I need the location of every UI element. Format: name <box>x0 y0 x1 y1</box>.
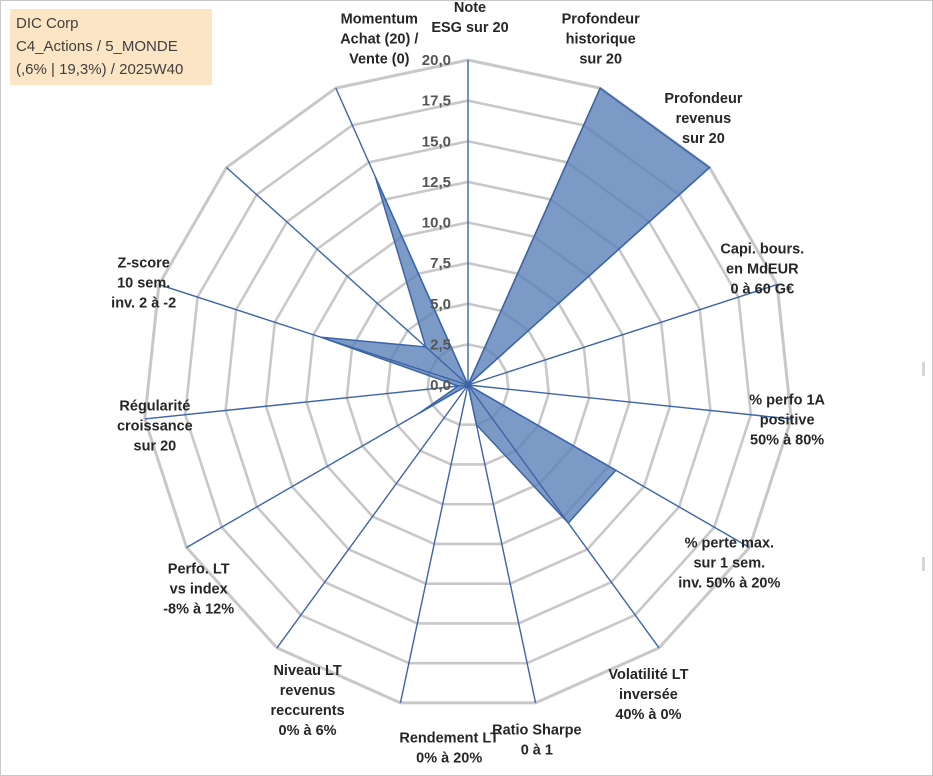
axis-label-line: positive <box>760 413 815 429</box>
tick-label: 2,5 <box>430 336 451 353</box>
axis-label-line: % perfo 1A <box>749 393 825 409</box>
axis-label-line: sur 20 <box>579 51 622 67</box>
axis-label-line: inv. 50% à 20% <box>678 576 780 592</box>
axis-label-line: Profondeur <box>562 11 640 27</box>
category-path: C4_Actions / 5_MONDE <box>16 38 178 55</box>
axis-label-line: 10 sem. <box>117 276 170 292</box>
axis-spoke <box>467 384 750 549</box>
axis-spoke <box>186 384 469 549</box>
axis-label-line: en MdEUR <box>726 262 799 278</box>
axis-label-line: 40% à 0% <box>615 707 681 723</box>
axis-label: Note ESG sur 20 <box>431 0 508 36</box>
tick-label: 12,5 <box>422 174 451 191</box>
tick-label: 10,0 <box>422 215 451 232</box>
axis-label-line: sur 20 <box>682 131 725 147</box>
axis-label: Momentum Achat (20) / Vente (0) <box>340 11 418 67</box>
axis-spoke <box>467 384 660 649</box>
tick-label: 0,0 <box>430 377 451 394</box>
axis-label: Perfo. LT vs index -8% à 12% <box>163 562 234 618</box>
axis-spoke <box>467 87 601 386</box>
axis-label-line: vs index <box>170 582 228 598</box>
axis-label-line: Profondeur <box>664 91 742 107</box>
tick-label: 17,5 <box>422 93 451 110</box>
stats-line: (,6% | 19,3%) / 2025W40 <box>16 61 184 78</box>
axis-spoke <box>276 384 469 649</box>
axis-label-line: Capi. bours. <box>720 242 804 258</box>
axis-spoke <box>144 384 469 420</box>
grid-ring <box>183 99 753 665</box>
axis-label-line: % perte max. <box>685 536 774 552</box>
axis-label-line: 0% à 20% <box>416 751 482 767</box>
axis-label: % perfo 1A positive 50% à 80% <box>749 393 825 449</box>
axis-label-line: 0% à 6% <box>279 723 337 739</box>
axis-label-line: sur 1 sem. <box>693 556 765 572</box>
axis-label-line: -8% à 12% <box>163 602 234 618</box>
scrollbar-mark <box>922 557 925 571</box>
axis-label-line: Z-score <box>117 256 169 272</box>
tick-label: 5,0 <box>430 296 451 313</box>
axis-label: % perte max. sur 1 sem. inv. 50% à 20% <box>678 536 780 592</box>
axis-label: Capi. bours. en MdEUR 0 à 60 G€ <box>720 242 804 298</box>
axis-label-line: Régularité <box>119 399 190 415</box>
axis-label-line: Momentum <box>341 11 418 27</box>
grid-ring <box>305 221 631 546</box>
axis-label-line: Volatilité LT <box>608 667 688 683</box>
axis-label: Volatilité LT inversée 40% à 0% <box>608 667 688 723</box>
scrollbar[interactable] <box>919 0 931 774</box>
axis-label-line: inv. 2 à -2 <box>111 296 176 312</box>
axis-spoke <box>158 283 469 386</box>
axis-label-line: 0 à 60 G€ <box>730 282 794 298</box>
tick-label: 20,0 <box>422 52 451 69</box>
axis-spoke <box>467 167 710 386</box>
axis-label: Niveau LT revenus reccurents 0% à 6% <box>270 663 344 739</box>
axis-label-line: Niveau LT <box>273 663 341 679</box>
grid-ring <box>224 139 712 625</box>
axis-label: Ratio Sharpe 0 à 1 <box>492 723 581 759</box>
axis-label-line: Perfo. LT <box>168 562 230 578</box>
axis-label-line: historique <box>566 31 636 47</box>
axis-label-line: Achat (20) / <box>340 31 418 47</box>
grid-ring <box>264 180 672 585</box>
axis-label-line: Ratio Sharpe <box>492 723 581 739</box>
axis-label-line: inversée <box>619 687 678 703</box>
axis-spoke <box>467 384 792 420</box>
axis-label-line: Rendement LT <box>399 731 499 747</box>
axis-label: Profondeur historique sur 20 <box>562 11 640 67</box>
axis-label-line: Vente (0) <box>349 51 410 67</box>
axis-spoke <box>467 384 537 704</box>
company-name: DIC Corp <box>16 15 79 32</box>
axis-label: Régularité croissance sur 20 <box>117 399 193 455</box>
info-box: DIC Corp C4_Actions / 5_MONDE (,6% | 19,… <box>10 9 212 85</box>
axis-spoke <box>335 87 469 386</box>
axis-spoke <box>226 167 469 386</box>
grid-ring <box>143 58 793 705</box>
axis-label-line: 50% à 80% <box>750 433 824 449</box>
axis-label-line: croissance <box>117 419 193 435</box>
tick-label: 15,0 <box>422 133 451 150</box>
axis-spoke <box>399 384 469 704</box>
tick-label: 7,5 <box>430 255 451 272</box>
axis-label-line: reccurents <box>270 703 344 719</box>
axis-label-line: Note <box>454 0 486 16</box>
scrollbar-mark <box>922 362 925 376</box>
axis-label-line: revenus <box>676 111 732 127</box>
axis-label: Rendement LT 0% à 20% <box>399 731 499 767</box>
axis-label: Profondeur revenus sur 20 <box>664 91 742 147</box>
axis-label-line: 0 à 1 <box>521 743 553 759</box>
axis-label-line: ESG sur 20 <box>431 20 508 36</box>
axis-label-line: sur 20 <box>134 439 177 455</box>
axis-label-line: revenus <box>280 683 336 699</box>
grid-ring <box>345 261 591 506</box>
axis-label: Z-score 10 sem. inv. 2 à -2 <box>111 256 176 312</box>
axis-spoke <box>467 283 778 386</box>
